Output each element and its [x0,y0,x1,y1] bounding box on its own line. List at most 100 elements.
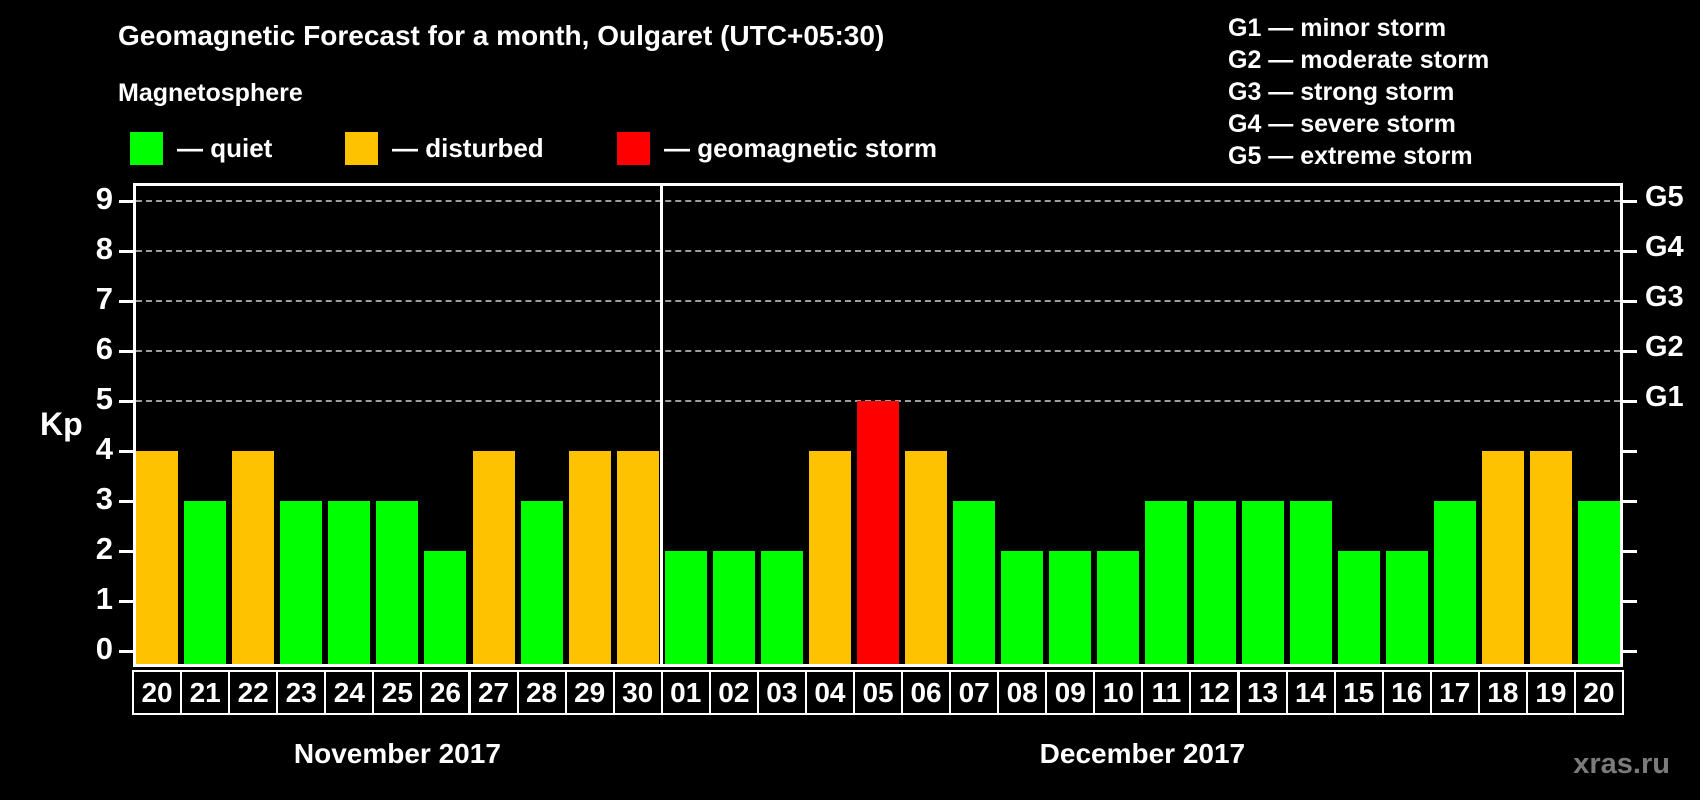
day-label: 12 [1189,670,1240,715]
bar-december-16 [1385,551,1428,664]
day-label: 04 [804,670,855,715]
watermark: xras.ru [1573,748,1670,780]
bar-december-14 [1289,501,1332,664]
bar-november-22 [232,451,275,664]
y-tick-label-7: 7 [95,281,113,316]
bar-november-25 [376,501,419,664]
g2-legend-line: G2 — moderate storm [1228,46,1490,74]
bar-december-11 [1145,501,1188,664]
g3-legend-line: G3 — strong storm [1228,78,1455,106]
day-label: 01 [660,670,711,715]
right-axis-label-G2: G2 [1645,331,1684,363]
right-axis-label-G5: G5 [1645,181,1684,213]
right-axis-tick-5 [1623,400,1637,403]
bar-december-18 [1481,451,1524,664]
left-axis-tick-8 [119,250,133,253]
legend-quiet-label: — quiet [177,133,273,163]
day-label: 23 [276,670,327,715]
day-label: 19 [1525,670,1576,715]
month-separator [660,183,664,667]
plot-frame [133,183,1623,667]
bar-december-02 [712,551,755,664]
bar-december-12 [1193,501,1236,664]
storm-color-swatch [617,132,650,165]
bar-december-05 [857,401,899,664]
bar-december-08 [1001,551,1044,664]
gridline-kp-7 [136,300,1620,302]
day-label: 13 [1237,670,1288,715]
day-label: 07 [949,670,1000,715]
quiet-color-swatch [130,132,163,165]
g-scale-legend: G1 — minor storm G2 — moderate storm G3 … [1228,12,1489,172]
right-axis-tick-9 [1623,200,1637,203]
right-axis-tick-1 [1623,600,1637,603]
day-label: 15 [1333,670,1384,715]
legend-storm-label: — geomagnetic storm [664,133,938,163]
y-tick-label-3: 3 [95,481,113,516]
bar-december-04 [808,451,851,664]
y-tick-label-4: 4 [95,431,113,466]
day-label: 24 [324,670,375,715]
y-axis-title: Kp [40,406,83,442]
bar-december-13 [1241,501,1284,664]
day-label: 16 [1381,670,1432,715]
bar-november-28 [520,501,563,664]
day-label: 06 [901,670,952,715]
bar-november-26 [424,551,467,664]
day-label: 27 [468,670,519,715]
month-label: December 2017 [1039,738,1246,769]
bar-december-09 [1049,551,1092,664]
day-label: 03 [756,670,807,715]
day-label: 14 [1285,670,1336,715]
bar-december-19 [1529,451,1572,664]
page-title: Geomagnetic Forecast for a month, Oulgar… [118,20,885,51]
gridline-kp-9 [136,200,1620,202]
day-label: 05 [853,670,904,715]
bar-december-15 [1337,551,1380,664]
day-label: 30 [612,670,663,715]
right-axis-tick-2 [1623,550,1637,553]
day-label: 22 [228,670,279,715]
left-axis-tick-5 [119,400,133,403]
y-tick-label-6: 6 [95,331,113,366]
day-label: 17 [1429,670,1480,715]
day-label: 20 [132,670,183,715]
y-tick-label-2: 2 [95,531,113,566]
bar-november-21 [184,501,227,664]
g1-legend-line: G1 — minor storm [1228,14,1447,42]
bar-november-30 [616,451,659,664]
left-axis-tick-6 [119,350,133,353]
left-axis-tick-9 [119,200,133,203]
bar-december-06 [905,451,948,664]
month-label: November 2017 [293,738,501,769]
y-tick-label-8: 8 [95,231,113,266]
legend-item-quiet: — quiet [130,132,272,165]
bar-november-20 [136,451,178,664]
right-axis-label-G4: G4 [1645,231,1684,263]
right-axis-label-G3: G3 [1645,281,1684,313]
bar-december-17 [1433,501,1476,664]
right-axis-tick-3 [1623,500,1637,503]
day-label: 11 [1141,670,1192,715]
left-axis-tick-4 [119,450,133,453]
g4-legend-line: G4 — severe storm [1228,110,1456,138]
left-axis-tick-1 [119,600,133,603]
gridline-kp-8 [136,250,1620,252]
left-axis-tick-7 [119,300,133,303]
bar-december-07 [953,501,996,664]
right-axis-tick-0 [1623,650,1637,653]
legend-item-disturbed: — disturbed [345,132,544,165]
y-tick-label-9: 9 [95,181,113,216]
day-label: 08 [997,670,1048,715]
right-axis-tick-6 [1623,350,1637,353]
bar-november-23 [280,501,323,664]
day-label: 18 [1477,670,1528,715]
disturbed-color-swatch [345,132,378,165]
bar-december-03 [760,551,803,664]
y-tick-label-5: 5 [95,381,113,416]
g5-legend-line: G5 — extreme storm [1228,142,1473,170]
right-axis-tick-7 [1623,300,1637,303]
left-axis-tick-2 [119,550,133,553]
